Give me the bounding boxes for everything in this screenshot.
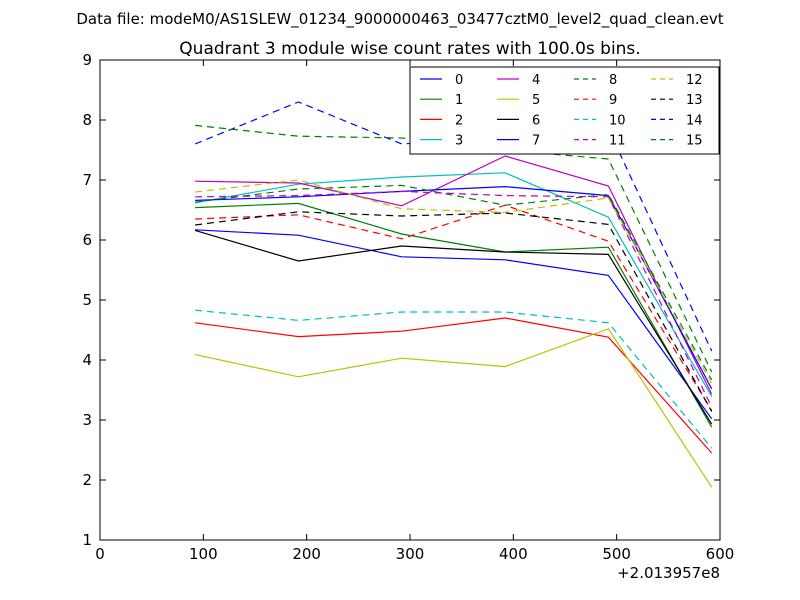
- legend-label-3: 3: [455, 134, 463, 149]
- legend-label-8: 8: [609, 73, 617, 88]
- legend-label-6: 6: [532, 113, 540, 128]
- suptitle: Data file: modeM0/AS1SLEW_01234_90000004…: [76, 10, 723, 29]
- y-tick-label: 6: [82, 231, 92, 249]
- y-tick-label: 8: [82, 111, 92, 129]
- chart-title: Quadrant 3 module wise count rates with …: [179, 39, 640, 59]
- legend-label-15: 15: [686, 134, 703, 149]
- x-axis-offset-label: +2.013957e8: [617, 564, 720, 582]
- legend-label-0: 0: [455, 73, 463, 88]
- x-tick-label: 400: [499, 545, 528, 563]
- legend-label-1: 1: [455, 93, 463, 108]
- legend-label-12: 12: [686, 73, 703, 88]
- x-tick-label: 100: [189, 545, 218, 563]
- x-tick-label: 200: [292, 545, 321, 563]
- legend-label-2: 2: [455, 113, 463, 128]
- legend-label-7: 7: [532, 134, 540, 149]
- y-tick-label: 2: [82, 471, 92, 489]
- y-tick-label: 7: [82, 171, 92, 189]
- y-tick-label: 3: [82, 411, 92, 429]
- legend-label-9: 9: [609, 93, 617, 108]
- legend-label-4: 4: [532, 73, 540, 88]
- x-tick-label: 300: [396, 545, 425, 563]
- y-tick-label: 4: [82, 351, 92, 369]
- y-tick-label: 1: [82, 531, 92, 549]
- legend-label-14: 14: [686, 113, 703, 128]
- x-tick-label: 0: [95, 545, 105, 563]
- x-tick-label: 500: [602, 545, 631, 563]
- legend-label-11: 11: [609, 134, 626, 149]
- legend-label-10: 10: [609, 113, 626, 128]
- y-tick-label: 5: [82, 291, 92, 309]
- y-tick-label: 9: [82, 51, 92, 69]
- legend-label-13: 13: [686, 93, 703, 108]
- legend-label-5: 5: [532, 93, 540, 108]
- x-tick-label: 600: [706, 545, 735, 563]
